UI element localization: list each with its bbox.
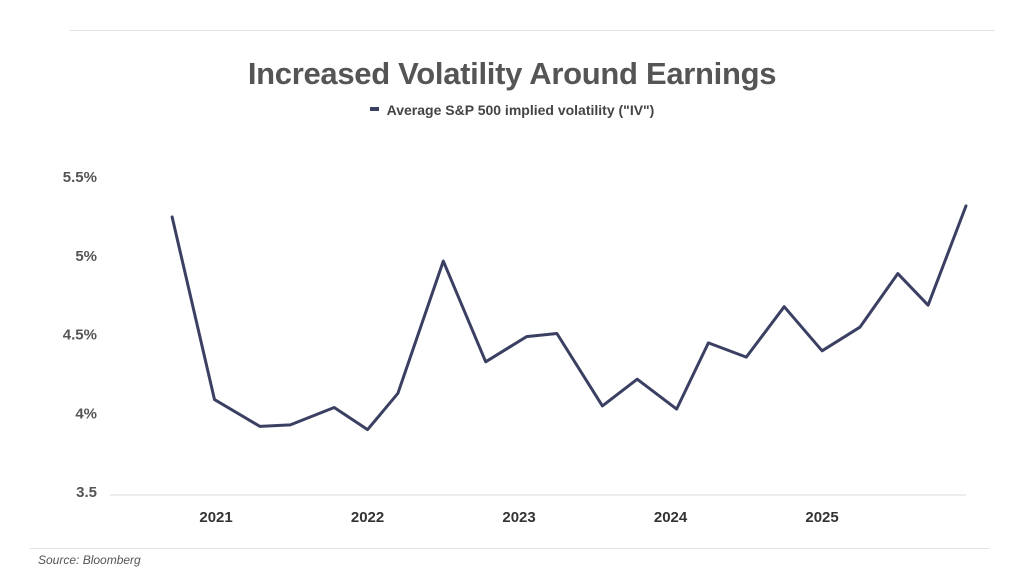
x-tick-label: 2021	[199, 509, 232, 526]
x-tick-label: 2024	[654, 509, 688, 526]
series-line	[170, 204, 968, 432]
chart-title: Increased Volatility Around Earnings	[247, 56, 777, 91]
legend-swatch	[369, 107, 379, 112]
source-note: Source: Bloomberg	[38, 553, 141, 567]
y-tick-label: 3.5	[76, 484, 97, 501]
top-divider	[70, 30, 995, 31]
y-tick-label: 4%	[75, 405, 97, 422]
x-tick-label: 2023	[502, 509, 535, 526]
y-tick-label: 5%	[75, 248, 97, 265]
y-tick-label: 5.5%	[63, 169, 97, 186]
bottom-divider	[30, 548, 990, 549]
y-tick-label: 4.5%	[63, 327, 97, 344]
legend-label: Average S&P 500 implied volatility ("IV"…	[386, 102, 655, 118]
legend: Average S&P 500 implied volatility ("IV"…	[0, 102, 1024, 118]
x-tick-label: 2022	[351, 509, 384, 526]
x-tick-label: 2025	[805, 509, 838, 526]
